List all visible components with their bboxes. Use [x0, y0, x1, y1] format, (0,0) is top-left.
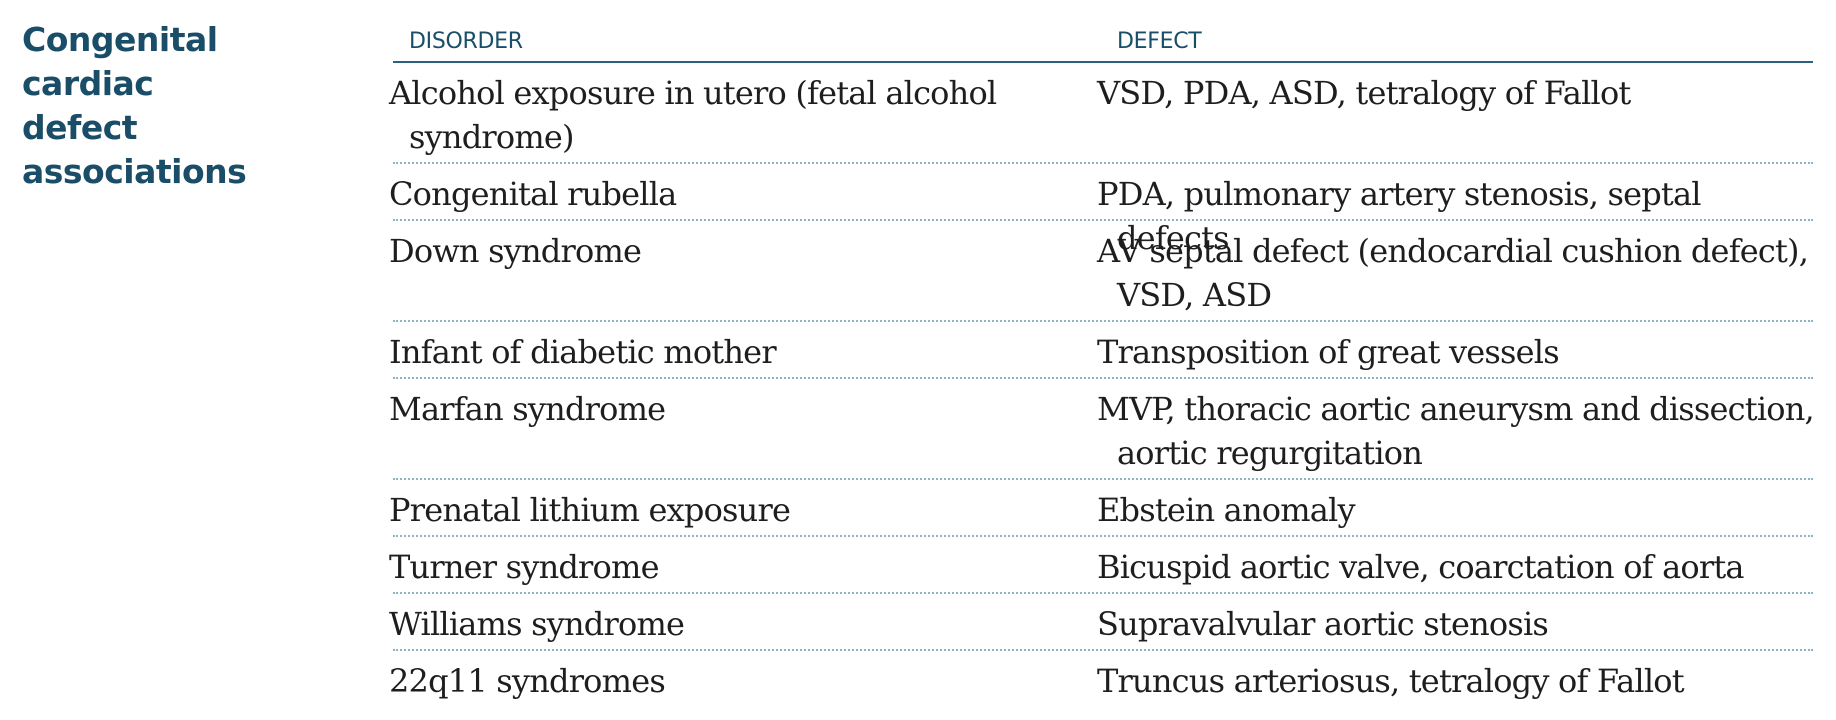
disorder-cell: Congenital rubella	[389, 175, 677, 213]
table-row: Congenital rubella PDA, pulmonary artery…	[389, 164, 1813, 257]
disorder-cell: 22q11 syndromes	[389, 662, 666, 700]
column-header-defect: DEFECT	[1117, 29, 1202, 54]
table-row: 22q11 syndromes Truncus arteriosus, tetr…	[389, 651, 1813, 708]
table-row: Down syndrome AV septal defect (endocard…	[389, 221, 1813, 322]
table-header: DISORDER DEFECT	[393, 20, 1813, 63]
disorder-cell: Turner syndrome	[389, 548, 660, 586]
section-title: Congenital cardiac defect associations	[22, 18, 342, 194]
defect-cell: Ebstein anomaly	[1097, 491, 1356, 529]
table-row: Infant of diabetic mother Transposition …	[389, 322, 1813, 379]
table-row: Marfan syndrome MVP, thoracic aortic ane…	[389, 379, 1815, 480]
table-row: Williams syndrome Supravalvular aortic s…	[389, 594, 1813, 651]
table-row: Alcohol exposure in utero (fetal alcohol…	[389, 63, 1813, 164]
column-header-disorder: DISORDER	[409, 29, 523, 54]
disorder-cell: Prenatal lithium exposure	[389, 491, 791, 529]
defect-cell: MVP, thoracic aortic aneurysm and dissec…	[1097, 390, 1815, 472]
disorder-cell: Alcohol exposure in utero (fetal alcohol…	[389, 74, 997, 156]
defect-cell: Truncus arteriosus, tetralogy of Fallot	[1097, 662, 1685, 700]
defect-cell: PDA, pulmonary artery stenosis, septal d…	[1097, 175, 1701, 257]
section-title-line-2: defect associations	[22, 108, 247, 191]
defect-cell: Transposition of great vessels	[1097, 333, 1560, 371]
disorder-cell: Marfan syndrome	[389, 390, 666, 428]
defect-cell: VSD, PDA, ASD, tetralogy of Fallot	[1097, 74, 1631, 112]
disorder-cell: Infant of diabetic mother	[389, 333, 777, 371]
disorder-cell: Williams syndrome	[389, 605, 685, 643]
table-row: Prenatal lithium exposure Ebstein anomal…	[389, 480, 1813, 537]
table-row: Turner syndrome Bicuspid aortic valve, c…	[389, 537, 1813, 594]
section-title-line-1: Congenital cardiac	[22, 20, 218, 103]
defect-cell: Supravalvular aortic stenosis	[1097, 605, 1549, 643]
disorder-cell: Down syndrome	[389, 232, 642, 270]
defect-cell: AV septal defect (endocardial cushion de…	[1097, 232, 1809, 314]
association-table: DISORDER DEFECT Alcohol exposure in uter…	[389, 20, 1815, 708]
defect-cell: Bicuspid aortic valve, coarctation of ao…	[1097, 548, 1744, 586]
